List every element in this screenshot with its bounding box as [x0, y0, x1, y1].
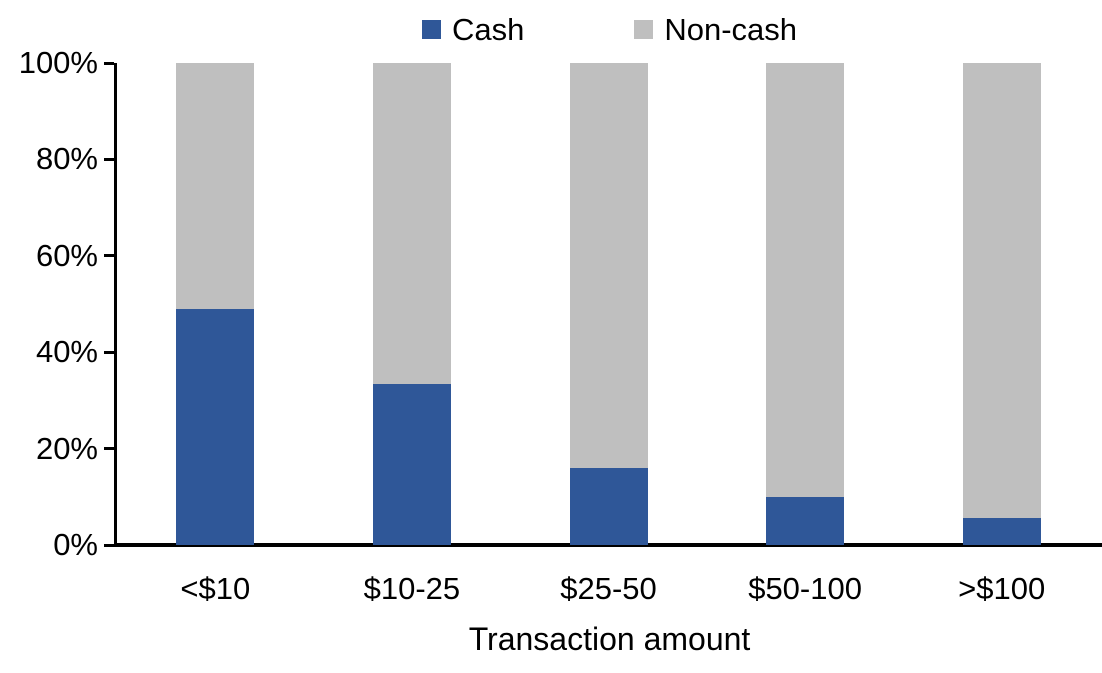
y-axis-line — [114, 63, 117, 547]
bar-segment-cash — [176, 309, 255, 545]
y-tick-label: 20% — [35, 430, 98, 466]
bar-column — [962, 63, 1041, 545]
bar-column — [766, 63, 845, 545]
y-tick — [104, 447, 114, 451]
legend-item: Cash — [421, 11, 525, 47]
y-tick — [104, 254, 114, 258]
bar-column — [569, 63, 648, 545]
x-category-label: $25-50 — [560, 571, 657, 606]
y-tick — [104, 543, 114, 547]
bar-column — [372, 63, 451, 545]
x-axis-line — [114, 543, 1102, 547]
x-category-label: >$100 — [958, 571, 1046, 606]
y-tick-label: 0% — [53, 527, 98, 562]
legend-label: Non-cash — [664, 11, 798, 47]
bar-segment-non-cash — [766, 63, 845, 497]
y-tick-label: 40% — [35, 334, 98, 370]
bar-segment-non-cash — [372, 63, 451, 384]
bar-segment-non-cash — [962, 63, 1041, 518]
y-tick — [104, 157, 114, 161]
bar-segment-non-cash — [569, 63, 648, 468]
y-tick-label: 80% — [35, 141, 98, 177]
legend-item: Non-cash — [634, 14, 797, 45]
legend-swatch-non-cash — [634, 19, 654, 39]
y-tick-label: 60% — [35, 237, 98, 273]
bar-segment-cash — [766, 497, 845, 545]
x-category-label: <$10 — [180, 571, 251, 606]
bar-column — [176, 63, 255, 545]
y-tick — [104, 61, 114, 65]
bar-segment-non-cash — [176, 63, 255, 309]
y-tick-label: 100% — [18, 45, 98, 80]
chart-legend: Cash Non-cash — [117, 11, 1102, 47]
x-category-label: $10-25 — [363, 571, 461, 606]
legend-label: Cash — [451, 11, 525, 47]
x-axis-title: Transaction amount — [468, 621, 751, 657]
bar-segment-cash — [372, 384, 451, 545]
bar-segment-cash — [569, 468, 648, 545]
x-category-label: $50-100 — [748, 571, 862, 606]
legend-swatch-cash — [421, 19, 441, 39]
y-tick — [104, 350, 114, 354]
bar-segment-cash — [962, 518, 1041, 545]
